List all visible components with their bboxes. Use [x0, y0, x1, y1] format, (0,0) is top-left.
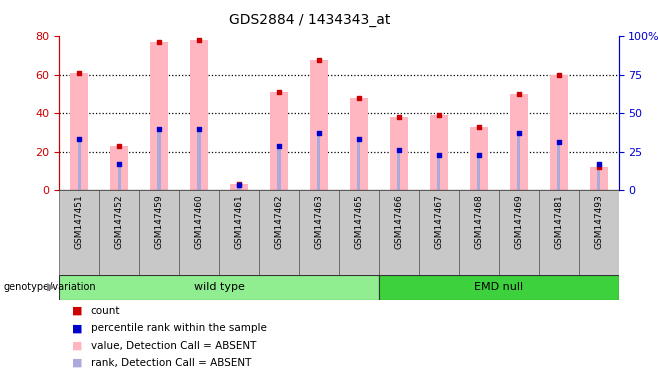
Point	[594, 164, 604, 170]
FancyBboxPatch shape	[499, 190, 539, 275]
FancyBboxPatch shape	[578, 190, 619, 275]
Bar	[517, 133, 520, 190]
Point	[193, 37, 204, 43]
Text: genotype/variation: genotype/variation	[3, 282, 96, 292]
Point	[154, 126, 164, 132]
Bar	[110, 146, 128, 190]
Text: ■: ■	[72, 306, 83, 316]
FancyBboxPatch shape	[459, 190, 499, 275]
FancyBboxPatch shape	[259, 190, 299, 275]
Bar	[390, 117, 408, 190]
Text: GDS2884 / 1434343_at: GDS2884 / 1434343_at	[228, 13, 390, 27]
Text: GSM147481: GSM147481	[554, 194, 563, 249]
Bar	[357, 139, 361, 190]
Bar	[430, 115, 447, 190]
Text: GSM147460: GSM147460	[195, 194, 203, 249]
Point	[154, 39, 164, 45]
Text: GSM147451: GSM147451	[75, 194, 84, 249]
Point	[353, 95, 364, 101]
Point	[274, 142, 284, 149]
FancyBboxPatch shape	[539, 190, 578, 275]
Point	[274, 89, 284, 95]
FancyBboxPatch shape	[219, 190, 259, 275]
Point	[434, 112, 444, 118]
Point	[513, 91, 524, 97]
Point	[193, 126, 204, 132]
Point	[553, 139, 564, 146]
Bar	[118, 164, 121, 190]
Text: GSM147469: GSM147469	[514, 194, 523, 249]
Bar	[157, 129, 161, 190]
FancyBboxPatch shape	[139, 190, 179, 275]
Point	[234, 182, 244, 189]
Bar	[549, 75, 568, 190]
Bar	[230, 184, 248, 190]
FancyBboxPatch shape	[59, 190, 99, 275]
Bar	[270, 92, 288, 190]
Text: value, Detection Call = ABSENT: value, Detection Call = ABSENT	[91, 341, 256, 351]
Point	[393, 147, 404, 153]
Point	[513, 130, 524, 136]
Point	[594, 161, 604, 167]
Bar	[238, 185, 241, 190]
Bar	[477, 155, 480, 190]
Bar	[278, 146, 280, 190]
FancyBboxPatch shape	[99, 190, 139, 275]
Bar	[190, 40, 208, 190]
Text: GSM147459: GSM147459	[155, 194, 164, 249]
FancyBboxPatch shape	[299, 190, 339, 275]
Text: GSM147463: GSM147463	[315, 194, 323, 249]
Text: GSM147461: GSM147461	[234, 194, 243, 249]
Bar	[437, 155, 440, 190]
Bar	[78, 139, 81, 190]
Bar	[470, 127, 488, 190]
FancyBboxPatch shape	[379, 190, 418, 275]
Bar	[70, 73, 88, 190]
Bar	[597, 164, 600, 190]
Text: ■: ■	[72, 358, 83, 368]
Text: GSM147467: GSM147467	[434, 194, 443, 249]
Text: ■: ■	[72, 323, 83, 333]
Text: GSM147493: GSM147493	[594, 194, 603, 249]
Text: GSM147468: GSM147468	[474, 194, 483, 249]
Point	[473, 124, 484, 130]
Text: GSM147452: GSM147452	[114, 194, 124, 249]
Text: wild type: wild type	[193, 282, 245, 292]
Point	[353, 136, 364, 142]
Text: ▶: ▶	[47, 282, 56, 292]
Bar	[197, 129, 201, 190]
Text: percentile rank within the sample: percentile rank within the sample	[91, 323, 266, 333]
Point	[393, 114, 404, 120]
Text: GSM147465: GSM147465	[355, 194, 363, 249]
Text: rank, Detection Call = ABSENT: rank, Detection Call = ABSENT	[91, 358, 251, 368]
FancyBboxPatch shape	[59, 275, 379, 300]
FancyBboxPatch shape	[179, 190, 219, 275]
Text: ■: ■	[72, 341, 83, 351]
Text: GSM147466: GSM147466	[394, 194, 403, 249]
Bar	[317, 133, 320, 190]
Bar	[350, 98, 368, 190]
Bar	[590, 167, 607, 190]
Point	[314, 56, 324, 63]
Bar	[557, 142, 560, 190]
Bar	[310, 60, 328, 190]
Text: GSM147462: GSM147462	[274, 194, 284, 249]
Point	[473, 152, 484, 158]
Point	[74, 136, 84, 142]
Point	[234, 181, 244, 187]
Bar	[397, 150, 400, 190]
Point	[74, 70, 84, 76]
Bar	[510, 94, 528, 190]
Text: count: count	[91, 306, 120, 316]
Bar	[150, 42, 168, 190]
FancyBboxPatch shape	[418, 190, 459, 275]
FancyBboxPatch shape	[379, 275, 619, 300]
Point	[314, 130, 324, 136]
Text: EMD null: EMD null	[474, 282, 523, 292]
FancyBboxPatch shape	[339, 190, 379, 275]
Point	[114, 143, 124, 149]
Point	[114, 161, 124, 167]
Point	[553, 72, 564, 78]
Point	[434, 152, 444, 158]
